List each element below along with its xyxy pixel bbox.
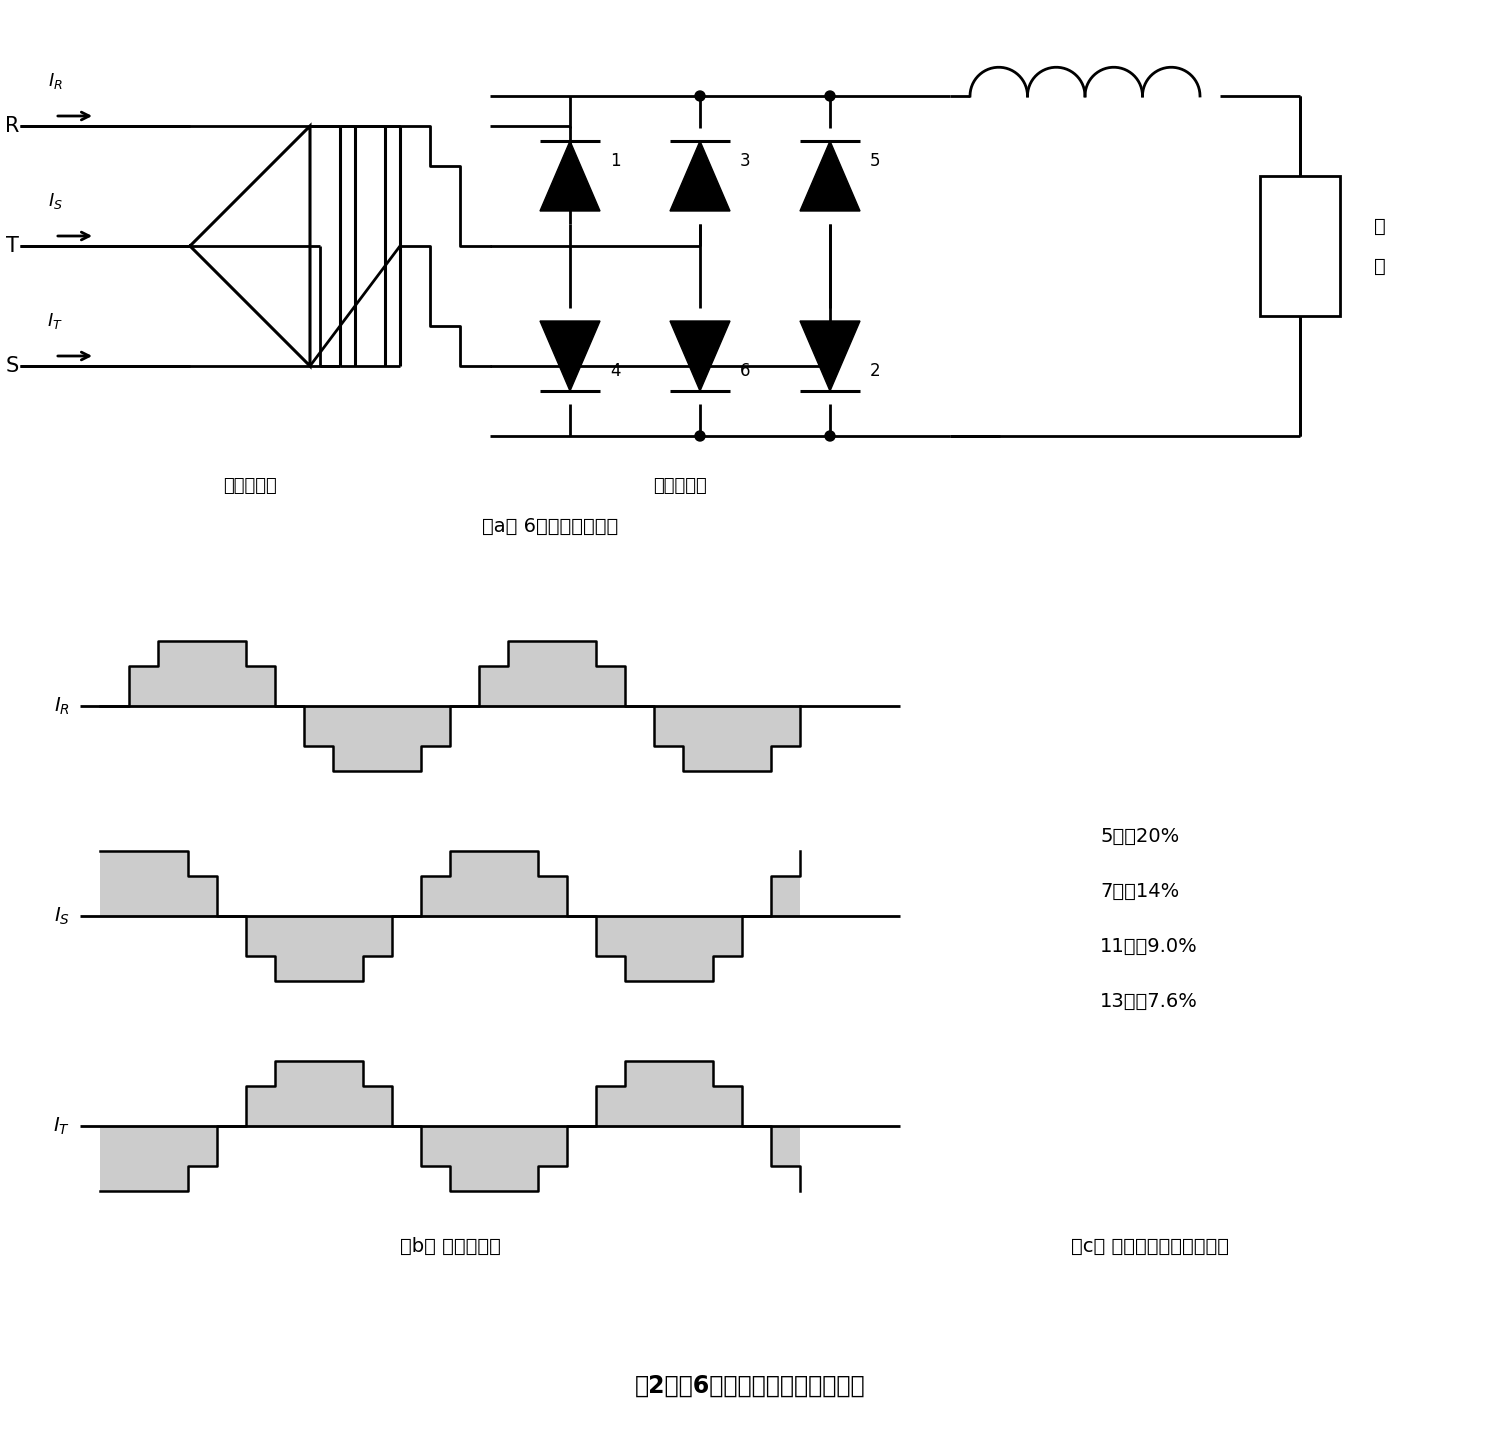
Text: （a） 6相整流回路の例: （a） 6相整流回路の例 <box>482 517 618 536</box>
Polygon shape <box>670 322 730 391</box>
Polygon shape <box>540 322 600 391</box>
Circle shape <box>694 90 705 101</box>
Circle shape <box>825 431 836 441</box>
Text: $I_T$: $I_T$ <box>46 312 63 332</box>
Polygon shape <box>100 640 800 771</box>
Polygon shape <box>100 1061 800 1190</box>
Circle shape <box>694 431 705 441</box>
Polygon shape <box>100 852 800 981</box>
Bar <box>1260 177 1340 316</box>
Text: $I_R$: $I_R$ <box>48 70 63 90</box>
Text: 6: 6 <box>740 362 750 381</box>
Polygon shape <box>540 141 600 211</box>
Text: $I_T$: $I_T$ <box>53 1116 70 1137</box>
Circle shape <box>825 90 836 101</box>
Text: 11次：9.0%: 11次：9.0% <box>1100 936 1197 955</box>
Text: 2: 2 <box>870 362 880 381</box>
Text: 7次：14%: 7次：14% <box>1100 882 1179 900</box>
Text: （整流器）: （整流器） <box>652 477 706 495</box>
Text: 荷: 荷 <box>1374 257 1386 276</box>
Text: 4: 4 <box>610 362 621 381</box>
Text: 5: 5 <box>870 152 880 169</box>
Text: S: S <box>6 356 18 376</box>
Text: 第2図　6相整流器の高調波発生例: 第2図 6相整流器の高調波発生例 <box>634 1374 866 1399</box>
Polygon shape <box>800 322 859 391</box>
Text: R: R <box>4 116 20 136</box>
Text: 3: 3 <box>740 152 750 169</box>
Text: $I_S$: $I_S$ <box>54 905 70 926</box>
Polygon shape <box>800 141 859 211</box>
Text: $I_S$: $I_S$ <box>48 191 63 211</box>
Text: （b） 電流波形例: （b） 電流波形例 <box>399 1236 501 1255</box>
Text: 1: 1 <box>610 152 621 169</box>
Text: T: T <box>6 236 18 256</box>
Text: （変圧器）: （変圧器） <box>224 477 278 495</box>
Polygon shape <box>670 141 730 211</box>
Text: $I_R$: $I_R$ <box>54 695 70 717</box>
Text: （c） 高調波成分（計算値）: （c） 高調波成分（計算値） <box>1071 1236 1228 1255</box>
Text: 5次：20%: 5次：20% <box>1100 827 1179 846</box>
Text: 負: 負 <box>1374 217 1386 236</box>
Text: 13次：7.6%: 13次：7.6% <box>1100 991 1198 1011</box>
